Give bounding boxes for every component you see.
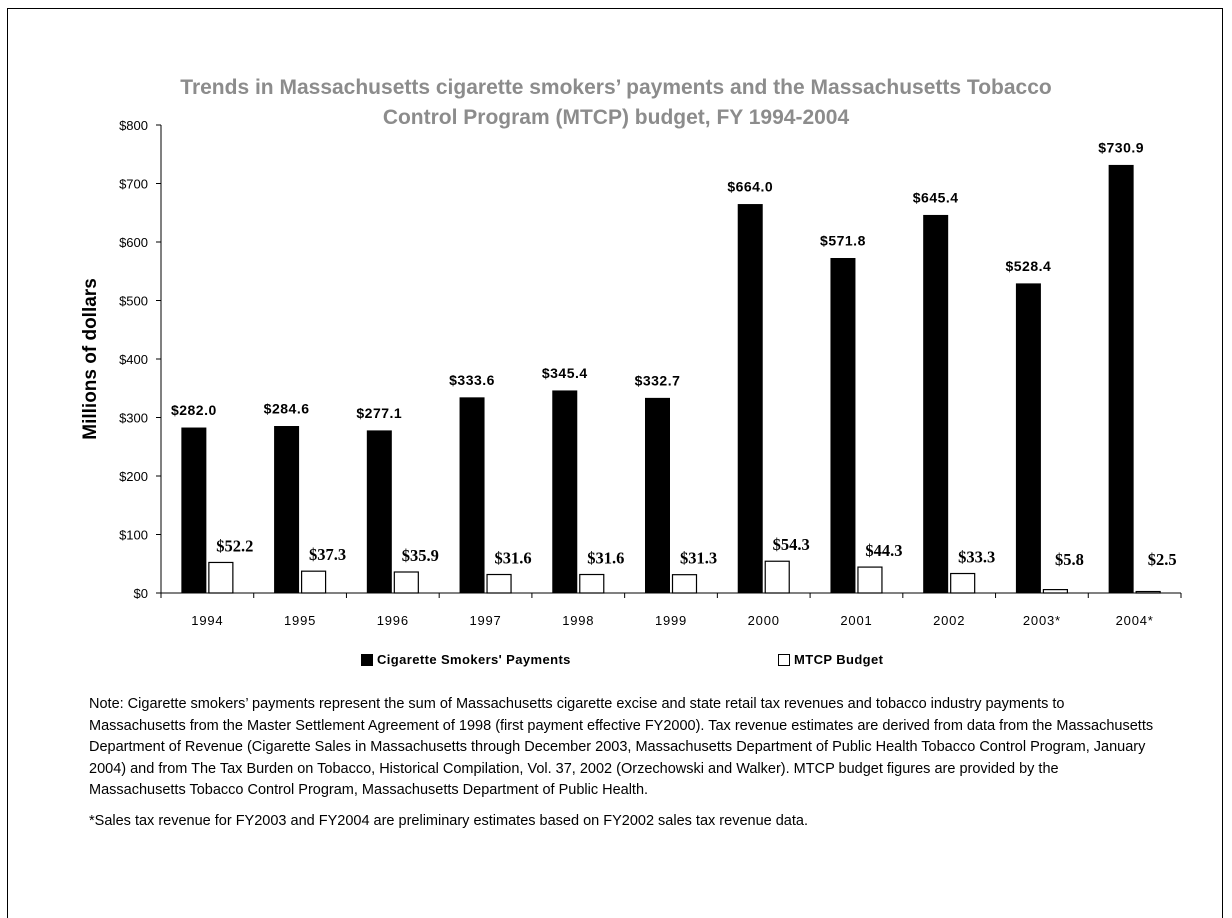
data-label-mtcp-budget: $5.8 (1055, 550, 1084, 569)
x-tick-label: 2002 (933, 613, 965, 628)
figure-frame (7, 8, 1223, 918)
x-tick-label: 2003* (1023, 613, 1061, 628)
data-label-mtcp-budget: $31.6 (494, 549, 531, 568)
data-label-smokers-payments: $571.8 (820, 232, 866, 248)
legend-label-mtcp-budget: MTCP Budget (794, 652, 884, 667)
data-label-mtcp-budget: $31.3 (680, 549, 717, 568)
bar-smokers-payments (737, 204, 763, 594)
footnote-text: *Sales tax revenue for FY2003 and FY2004… (89, 812, 808, 829)
y-tick-label: $500 (119, 294, 148, 309)
note-text: Note: Cigarette smokers’ payments repres… (89, 696, 1154, 798)
data-label-smokers-payments: $645.4 (913, 189, 959, 205)
legend-label-smokers-payments: Cigarette Smokers' Payments (377, 652, 571, 667)
x-tick-label: 2000 (748, 613, 780, 628)
y-tick-label: $300 (119, 411, 148, 426)
bar-mtcp-budget (671, 574, 698, 594)
y-tick-label: $0 (134, 586, 148, 601)
chart-notes: Note: Cigarette smokers’ payments repres… (89, 694, 1159, 832)
bar-smokers-payments (923, 214, 949, 594)
chart-legend: Cigarette Smokers' Payments MTCP Budget (0, 652, 1232, 672)
bar-mtcp-budget (950, 572, 976, 594)
legend-item-mtcp-budget: MTCP Budget (778, 652, 883, 667)
x-tick-label: 1996 (377, 613, 409, 628)
data-label-mtcp-budget: $37.3 (309, 545, 346, 564)
data-label-smokers-payments: $664.0 (727, 179, 773, 195)
bar-smokers-payments (459, 397, 485, 594)
data-label-mtcp-budget: $44.3 (865, 541, 902, 560)
y-tick-label: $800 (119, 118, 148, 133)
data-label-smokers-payments: $284.6 (264, 401, 310, 417)
data-label-smokers-payments: $282.0 (171, 402, 217, 418)
data-label-smokers-payments: $277.1 (356, 405, 402, 421)
bar-mtcp-budget (208, 561, 234, 594)
x-tick-label: 2004* (1116, 613, 1154, 628)
data-label-mtcp-budget: $35.9 (402, 546, 439, 565)
x-tick-label: 2001 (840, 613, 872, 628)
bar-smokers-payments (274, 426, 300, 594)
legend-swatch-mtcp-budget (778, 653, 790, 666)
bar-smokers-payments (830, 257, 856, 594)
legend-swatch-smokers-payments (361, 653, 373, 666)
bar-smokers-payments (645, 397, 670, 594)
bar-smokers-payments (366, 430, 392, 594)
data-label-smokers-payments: $345.4 (542, 365, 588, 381)
y-tick-label: $700 (119, 177, 148, 192)
y-tick-label: $400 (119, 352, 148, 367)
chart-title-line: Control Program (MTCP) budget, FY 1994-2… (383, 106, 850, 129)
data-label-smokers-payments: $528.4 (1005, 258, 1051, 274)
bar-smokers-payments (1015, 283, 1041, 594)
chart-title-line: Trends in Massachusetts cigarette smoker… (180, 76, 1051, 99)
data-label-smokers-payments: $730.9 (1098, 139, 1144, 155)
y-tick-label: $200 (119, 469, 148, 484)
bar-mtcp-budget (857, 566, 883, 594)
data-label-mtcp-budget: $33.3 (958, 548, 995, 567)
bar-mtcp-budget (764, 560, 790, 594)
bar-smokers-payments (181, 427, 207, 594)
data-label-smokers-payments: $333.6 (449, 372, 495, 388)
bar-mtcp-budget (300, 570, 327, 594)
data-label-mtcp-budget: $31.6 (587, 549, 624, 568)
bar-mtcp-budget (1135, 590, 1161, 594)
bar-mtcp-budget (579, 573, 605, 594)
x-tick-label: 1997 (469, 613, 501, 628)
bar-smokers-payments (1108, 164, 1134, 594)
y-axis-label: Millions of dollars (80, 278, 101, 440)
x-tick-label: 1995 (284, 613, 316, 628)
legend-item-smokers-payments: Cigarette Smokers' Payments (361, 652, 571, 667)
y-tick-label: $100 (119, 528, 148, 543)
y-tick-label: $600 (119, 235, 148, 250)
bar-mtcp-budget (486, 573, 512, 594)
data-label-mtcp-budget: $54.3 (773, 535, 810, 554)
x-tick-label: 1994 (191, 613, 223, 628)
data-label-smokers-payments: $332.7 (635, 372, 681, 388)
bar-smokers-payments (552, 390, 578, 594)
data-label-mtcp-budget: $2.5 (1148, 550, 1177, 569)
x-tick-label: 1999 (655, 613, 687, 628)
x-tick-label: 1998 (562, 613, 594, 628)
data-label-mtcp-budget: $52.2 (216, 536, 253, 555)
bar-mtcp-budget (393, 571, 419, 594)
bar-mtcp-budget (1042, 589, 1069, 594)
